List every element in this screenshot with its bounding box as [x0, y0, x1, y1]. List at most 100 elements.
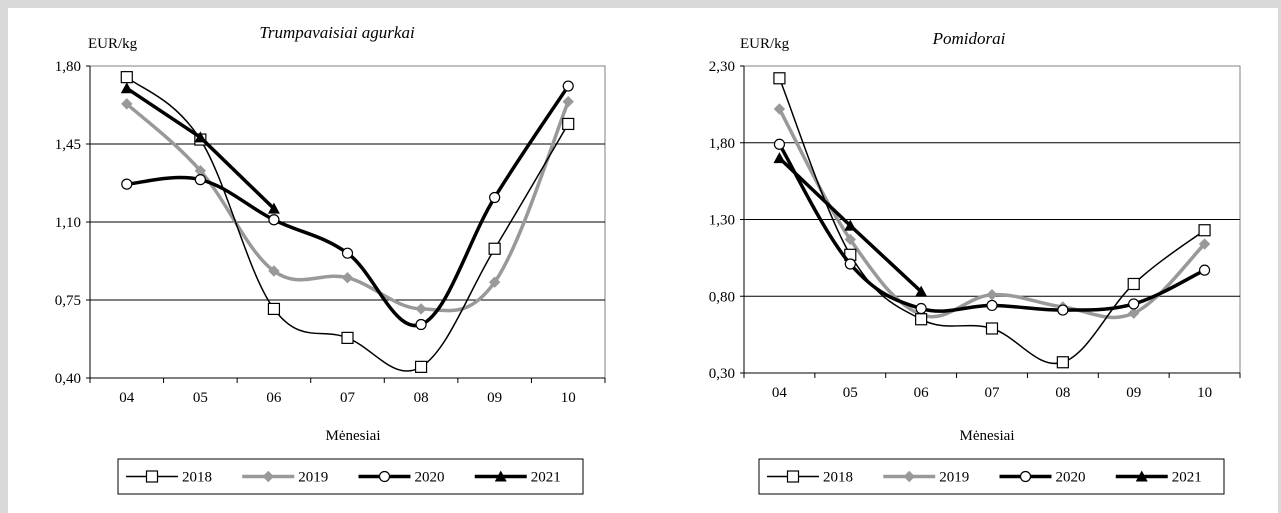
data-point-2018: [341, 331, 354, 344]
legend: 2018 2019 2020 2021: [117, 458, 584, 495]
x-tick-label: 08: [1055, 385, 1070, 401]
x-tick-label: 05: [843, 385, 858, 401]
y-tick-label: 1,10: [55, 215, 81, 231]
y-tick-label: 1,80: [709, 136, 735, 152]
y-tick-label: 0,30: [709, 366, 735, 382]
x-tick-label: 07: [985, 385, 1001, 401]
legend: 2018 2019 2020 2021: [758, 458, 1225, 495]
data-point-2018: [488, 242, 501, 255]
legend-item-2021: 2021: [474, 470, 561, 486]
x-tick-label: 09: [487, 390, 502, 406]
x-tick-label: 05: [193, 390, 208, 406]
y-unit-label: EUR/kg: [740, 36, 790, 52]
y-tick-label: 1,45: [55, 137, 81, 153]
series-2020: [121, 80, 574, 331]
data-point-2020: [1057, 304, 1069, 316]
series-2021: [120, 82, 280, 214]
data-point-2021: [267, 202, 280, 214]
legend-marker: [145, 470, 159, 483]
y-tick-label: 1,80: [55, 59, 81, 75]
data-point-2020: [121, 178, 133, 190]
y-tick-label: 0,40: [55, 371, 81, 387]
legend-item-2019: 2019: [242, 470, 328, 486]
y-tick-label: 2,30: [709, 59, 735, 75]
data-point-2019: [1198, 238, 1211, 250]
data-point-2019: [562, 95, 574, 108]
legend-label: 2019: [939, 470, 969, 486]
x-tick-label: 10: [561, 390, 576, 406]
legend-marker: [494, 470, 507, 482]
data-point-2020: [1128, 298, 1140, 310]
legend-label: 2019: [298, 470, 328, 486]
series-line-2020: [125, 84, 570, 328]
data-point-2020: [415, 318, 427, 331]
data-point-2020: [844, 258, 856, 270]
legend-label: 2020: [1056, 470, 1086, 486]
series-line-2021: [125, 86, 276, 211]
data-point-2018: [267, 302, 281, 316]
series-2019: [121, 95, 574, 315]
x-tick-label: 08: [414, 390, 429, 406]
series-2018: [773, 72, 1211, 369]
legend-label: 2018: [182, 470, 212, 486]
series-line-2019: [777, 107, 1207, 320]
legend-label: 2020: [415, 470, 445, 486]
data-point-2018: [985, 322, 999, 335]
chart-title: Pomidorai: [932, 29, 1006, 48]
x-tick-label: 04: [119, 390, 135, 406]
data-point-2018: [1056, 356, 1069, 369]
data-point-2020: [341, 247, 354, 259]
legend-marker: [262, 470, 274, 483]
legend-marker: [378, 470, 391, 483]
data-point-2019: [121, 98, 133, 110]
legend-label: 2018: [823, 470, 853, 486]
legend-marker: [1019, 470, 1032, 483]
data-point-2019: [341, 272, 354, 284]
data-point-2020: [1198, 264, 1211, 276]
data-point-2018: [414, 360, 428, 373]
x-axis-label: Mėnesiai: [326, 428, 381, 444]
y-tick-label: 0,80: [709, 289, 735, 305]
x-tick-label: 10: [1197, 385, 1212, 401]
data-point-2019: [773, 103, 786, 115]
y-tick-label: 1,30: [709, 213, 735, 229]
legend-item-2021: 2021: [1115, 470, 1202, 486]
data-point-2018: [120, 71, 133, 84]
legend-item-2020: 2020: [358, 470, 445, 486]
data-point-2018: [915, 313, 928, 326]
data-point-2019: [415, 303, 427, 315]
y-tick-label: 0,75: [55, 293, 81, 309]
data-point-2020: [986, 299, 998, 312]
legend-marker: [903, 470, 915, 483]
data-point-2021: [915, 285, 928, 297]
legend-item-2018: 2018: [767, 470, 853, 486]
data-point-2019: [1128, 307, 1140, 319]
legend-marker: [786, 470, 800, 483]
data-point-2019: [844, 233, 856, 246]
data-point-2020: [562, 80, 574, 92]
chart-title: Trumpavaisiai agurkai: [259, 23, 415, 42]
data-point-2020: [489, 191, 501, 204]
x-tick-label: 06: [914, 385, 930, 401]
data-point-2018: [773, 72, 786, 85]
data-point-2021: [844, 219, 857, 231]
legend-item-2020: 2020: [999, 470, 1086, 486]
series-line-2018: [126, 76, 569, 372]
legend-label: 2021: [531, 470, 561, 486]
data-point-2020: [915, 302, 927, 315]
chart-panel-cucumbers: Trumpavaisiai agurkai EUR/kg Mėnesiai 0,…: [55, 23, 606, 495]
data-point-2019: [268, 265, 280, 277]
data-point-2020: [194, 174, 206, 186]
chart-panel-tomatoes: Pomidorai EUR/kg Mėnesiai 0,30 0,80 1,30 1,…: [709, 29, 1241, 495]
x-tick-label: 04: [772, 385, 788, 401]
x-axis-label: Mėnesiai: [960, 428, 1015, 444]
series-2021: [773, 152, 928, 297]
x-tick-label: 09: [1126, 385, 1141, 401]
data-point-2018: [1127, 277, 1140, 291]
series-2019: [773, 103, 1211, 321]
data-point-2021: [773, 152, 786, 164]
series-2020: [773, 138, 1211, 316]
data-point-2019: [986, 289, 998, 301]
